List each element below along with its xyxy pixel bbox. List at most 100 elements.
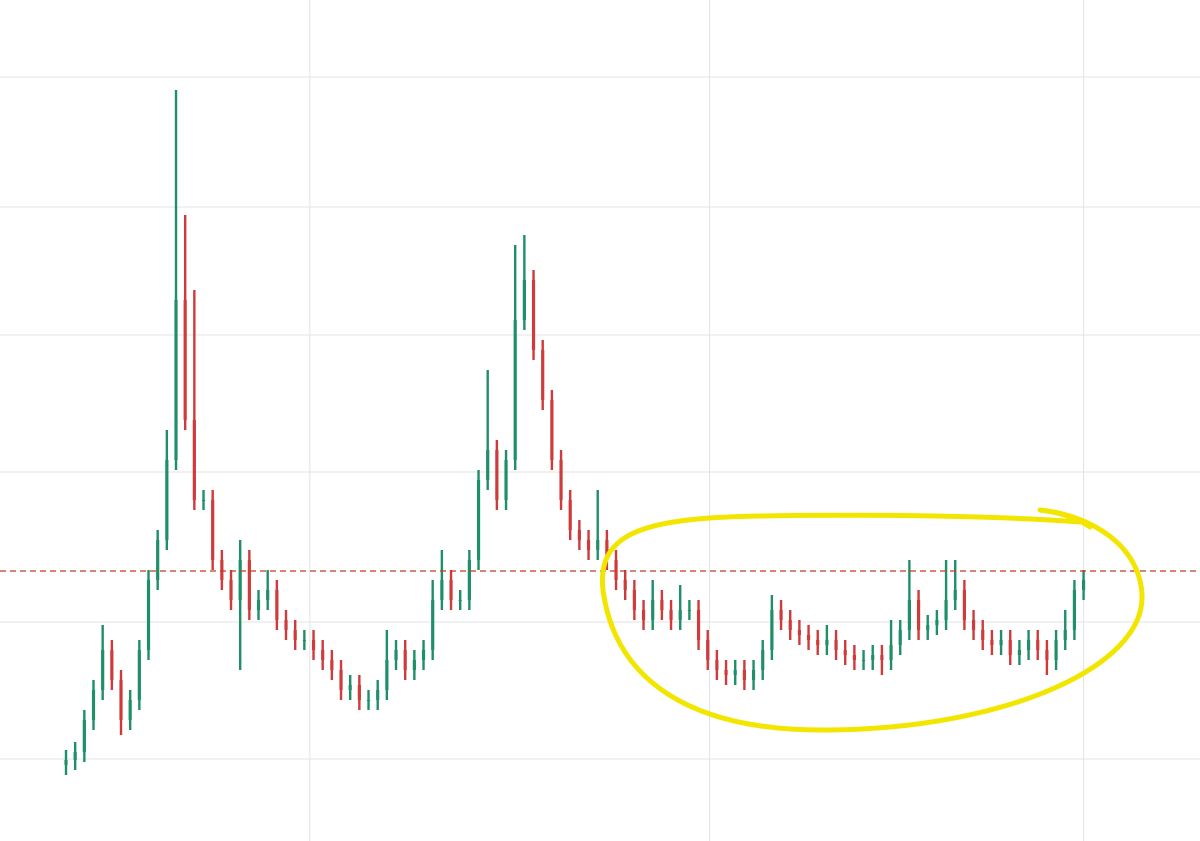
bar-body <box>962 590 967 620</box>
bar-body <box>935 620 939 625</box>
bar-body <box>724 670 728 675</box>
bar-body <box>568 500 572 530</box>
bar-body <box>110 650 114 680</box>
bar-body <box>513 320 517 460</box>
bar-body <box>770 610 774 650</box>
bar-body <box>348 685 352 690</box>
bar-body <box>550 400 554 460</box>
bar-body <box>495 450 499 500</box>
bar-body <box>678 610 682 620</box>
bar-body <box>73 752 77 760</box>
bar-body <box>1017 650 1022 655</box>
bar-body <box>916 600 921 630</box>
bar-body <box>641 610 646 620</box>
bar-body <box>990 640 994 645</box>
bar-body <box>669 610 673 620</box>
bar-body <box>504 460 508 500</box>
bar-body <box>541 350 545 400</box>
bar-body <box>137 650 141 700</box>
bar-body <box>311 640 316 650</box>
bar-body <box>321 650 325 660</box>
bar-body <box>522 280 526 320</box>
bar-body <box>1026 640 1031 650</box>
bar-body <box>403 650 407 670</box>
bar-body <box>981 630 985 640</box>
bar-body <box>256 600 261 610</box>
bar-body <box>431 600 435 650</box>
bar-body <box>146 580 151 650</box>
bar-body <box>797 630 801 635</box>
bar-body <box>220 560 224 580</box>
bar-body <box>953 590 957 600</box>
bar-body <box>201 500 206 501</box>
bar-body <box>706 640 710 660</box>
bar-body <box>385 660 389 690</box>
bar-body <box>357 685 361 700</box>
bar-body <box>174 300 178 460</box>
bar-body <box>376 690 380 700</box>
bar-body <box>861 660 866 661</box>
bar-body <box>266 590 270 600</box>
bar-body <box>440 580 444 600</box>
bar-body <box>623 580 627 590</box>
bar-body <box>751 670 756 680</box>
bar-body <box>733 670 737 675</box>
bar-body <box>366 700 371 701</box>
bar-body <box>651 600 655 620</box>
bar-body <box>889 645 893 660</box>
bars <box>64 90 1086 775</box>
bar-body <box>229 580 233 600</box>
bar-body <box>394 650 398 660</box>
bar-body <box>852 655 856 660</box>
bar-body <box>421 650 426 660</box>
bar-body <box>577 530 581 540</box>
bar-body <box>1081 580 1086 590</box>
bar-body <box>247 560 251 610</box>
bar-body <box>165 460 169 540</box>
bar-body <box>843 650 847 655</box>
bar-body <box>82 720 86 752</box>
bar-body <box>156 540 160 580</box>
bar-body <box>907 600 911 630</box>
bar-body <box>330 660 334 670</box>
bar-body <box>715 660 719 670</box>
bar-body <box>614 560 618 580</box>
bar-body <box>999 640 1003 645</box>
bar-body <box>559 460 563 500</box>
bar-body <box>467 560 471 600</box>
bar-body <box>476 480 481 560</box>
bar-body <box>1072 590 1077 630</box>
bar-body <box>687 610 691 611</box>
bar-body <box>834 640 838 650</box>
bar-body <box>486 450 490 480</box>
bar-body <box>660 600 664 610</box>
bar-body <box>128 700 132 720</box>
bar-body <box>1036 640 1040 650</box>
bar-body <box>119 680 123 720</box>
bar-body <box>458 600 462 601</box>
bar-body <box>1008 640 1012 655</box>
bar-body <box>192 420 196 500</box>
bar-body <box>880 655 884 660</box>
bar-body <box>101 650 105 690</box>
bar-body <box>1054 640 1058 660</box>
bar-body <box>971 620 976 630</box>
bar-body <box>531 280 536 350</box>
bar-body <box>183 300 187 420</box>
bar-body <box>944 600 948 620</box>
bar-body <box>696 610 701 640</box>
bar-body <box>816 640 820 645</box>
bar-body <box>293 630 297 640</box>
bar-body <box>302 640 306 641</box>
bar-body <box>605 540 609 560</box>
bar-body <box>926 625 930 630</box>
bar-body <box>742 670 746 680</box>
bar-body <box>779 610 783 620</box>
bar-body <box>596 540 600 550</box>
bar-body <box>238 560 242 600</box>
bar-body <box>412 660 416 670</box>
bar-body <box>449 580 453 600</box>
bar-body <box>284 620 288 630</box>
